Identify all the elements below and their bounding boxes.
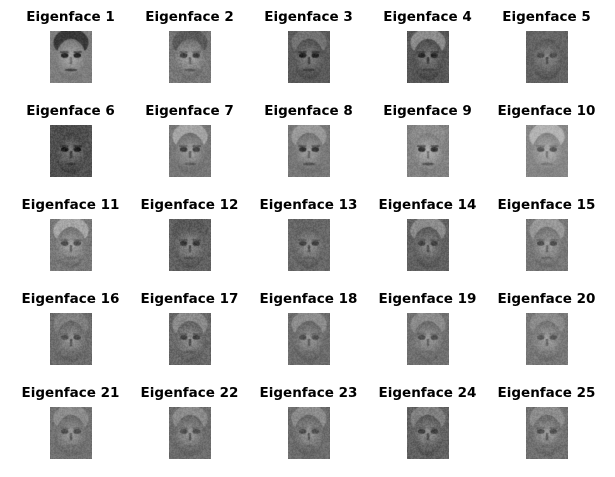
eigenface-panel: Eigenface 6: [11, 103, 130, 185]
eigenface-image: [525, 219, 568, 271]
eigenface-image: [287, 407, 330, 459]
eigenface-panel: Eigenface 8: [249, 103, 368, 185]
eigenface-panel: Eigenface 7: [130, 103, 249, 185]
eigenface-panel: Eigenface 2: [130, 9, 249, 91]
eigenface-panel: Eigenface 25: [487, 385, 606, 467]
eigenface-image: [287, 125, 330, 177]
eigenface-title: Eigenface 11: [21, 197, 120, 213]
eigenface-title: Eigenface 18: [259, 291, 358, 307]
eigenface-panel: Eigenface 13: [249, 197, 368, 279]
eigenface-title: Eigenface 4: [383, 9, 472, 25]
eigenface-panel: Eigenface 14: [368, 197, 487, 279]
eigenface-title: Eigenface 17: [140, 291, 239, 307]
eigenface-title: Eigenface 12: [140, 197, 239, 213]
eigenface-panel: Eigenface 3: [249, 9, 368, 91]
eigenface-title: Eigenface 14: [378, 197, 477, 213]
eigenface-panel: Eigenface 5: [487, 9, 606, 91]
eigenface-image: [406, 219, 449, 271]
eigenface-title: Eigenface 6: [26, 103, 115, 119]
eigenface-title: Eigenface 9: [383, 103, 472, 119]
eigenface-panel: Eigenface 11: [11, 197, 130, 279]
eigenface-image: [406, 125, 449, 177]
eigenface-image: [525, 125, 568, 177]
eigenface-title: Eigenface 3: [264, 9, 353, 25]
eigenface-panel: Eigenface 1: [11, 9, 130, 91]
eigenface-panel: Eigenface 10: [487, 103, 606, 185]
eigenface-title: Eigenface 1: [26, 9, 115, 25]
eigenface-panel: Eigenface 9: [368, 103, 487, 185]
eigenface-image: [168, 407, 211, 459]
eigenface-title: Eigenface 8: [264, 103, 353, 119]
eigenface-panel: Eigenface 21: [11, 385, 130, 467]
eigenface-title: Eigenface 25: [497, 385, 596, 401]
eigenface-title: Eigenface 13: [259, 197, 358, 213]
eigenface-image: [168, 313, 211, 365]
eigenface-panel: Eigenface 12: [130, 197, 249, 279]
eigenface-image: [287, 219, 330, 271]
eigenface-panel: Eigenface 15: [487, 197, 606, 279]
eigenface-title: Eigenface 22: [140, 385, 239, 401]
eigenface-title: Eigenface 2: [145, 9, 234, 25]
eigenface-image: [49, 313, 92, 365]
eigenface-panel: Eigenface 20: [487, 291, 606, 373]
eigenface-image: [406, 31, 449, 83]
eigenface-title: Eigenface 20: [497, 291, 596, 307]
eigenface-image: [49, 219, 92, 271]
eigenface-title: Eigenface 7: [145, 103, 234, 119]
eigenface-image: [525, 407, 568, 459]
eigenface-image: [168, 125, 211, 177]
eigenface-title: Eigenface 24: [378, 385, 477, 401]
eigenface-panel: Eigenface 24: [368, 385, 487, 467]
eigenface-image: [49, 31, 92, 83]
eigenface-panel: Eigenface 18: [249, 291, 368, 373]
eigenface-title: Eigenface 23: [259, 385, 358, 401]
eigenface-title: Eigenface 19: [378, 291, 477, 307]
eigenface-image: [525, 313, 568, 365]
eigenface-image: [49, 125, 92, 177]
eigenface-image: [168, 31, 211, 83]
eigenface-image: [406, 407, 449, 459]
eigenface-image: [287, 31, 330, 83]
eigenface-title: Eigenface 16: [21, 291, 120, 307]
eigenface-panel: Eigenface 4: [368, 9, 487, 91]
eigenface-panel: Eigenface 19: [368, 291, 487, 373]
eigenface-image: [168, 219, 211, 271]
eigenface-title: Eigenface 15: [497, 197, 596, 213]
eigenface-image: [406, 313, 449, 365]
eigenface-title: Eigenface 10: [497, 103, 596, 119]
eigenface-panel: Eigenface 22: [130, 385, 249, 467]
eigenface-image: [49, 407, 92, 459]
eigenface-panel: Eigenface 23: [249, 385, 368, 467]
eigenface-image: [287, 313, 330, 365]
eigenface-panel: Eigenface 17: [130, 291, 249, 373]
eigenface-image: [525, 31, 568, 83]
eigenface-panel: Eigenface 16: [11, 291, 130, 373]
eigenface-title: Eigenface 5: [502, 9, 591, 25]
eigenface-title: Eigenface 21: [21, 385, 120, 401]
